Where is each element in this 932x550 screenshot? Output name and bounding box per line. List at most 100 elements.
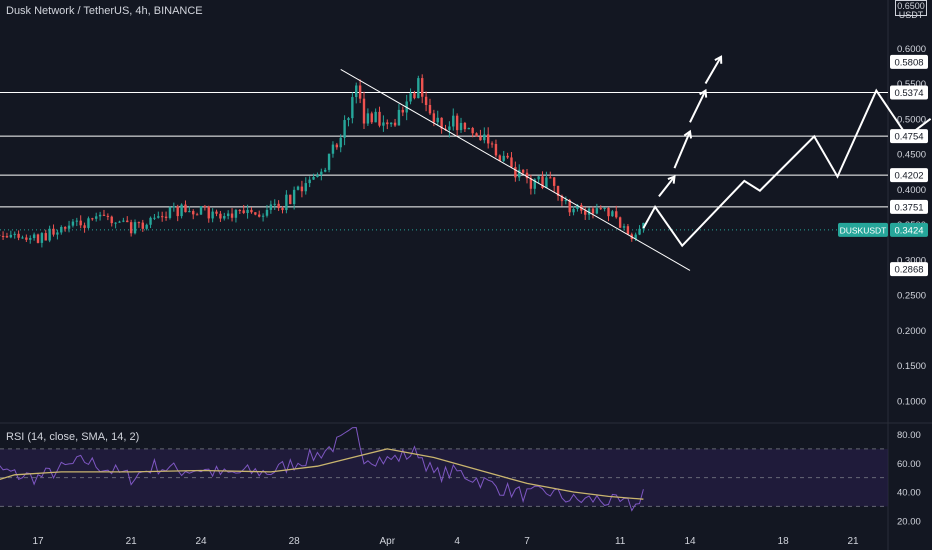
candle-body	[506, 155, 509, 158]
candle-body	[83, 225, 86, 228]
candle-body	[638, 228, 641, 235]
candle-body	[63, 227, 67, 229]
candle-body	[254, 212, 257, 215]
candle-body	[32, 234, 36, 239]
candle-body	[226, 213, 230, 217]
candle-body	[25, 237, 28, 240]
candle-body	[67, 225, 71, 229]
candle-body	[176, 206, 179, 217]
level-price-tag	[890, 262, 928, 277]
candle-body	[304, 183, 307, 192]
time-tick-label: Apr	[380, 536, 396, 547]
level-price-label: 0.3751	[894, 202, 923, 213]
candle-body	[129, 222, 133, 234]
rsi-ma-line	[0, 448, 644, 500]
candle-body	[17, 233, 20, 238]
candle-body	[292, 189, 296, 205]
candle-body	[234, 210, 238, 218]
rsi-line	[0, 426, 644, 512]
price-tick-label: 0.4000	[897, 185, 926, 196]
candle-body	[584, 210, 587, 215]
candle-body	[223, 216, 226, 219]
rsi-tick-label: 20.00	[897, 516, 921, 527]
candle-body	[211, 211, 214, 219]
candle-body	[607, 207, 610, 217]
time-tick-label: 17	[32, 536, 44, 547]
price-tick-label: 0.2500	[897, 291, 926, 302]
candle-body	[370, 113, 373, 123]
candle-body	[382, 122, 385, 126]
candle-body	[60, 227, 63, 233]
candle-body	[417, 78, 420, 99]
price-axis[interactable]: 0.60000.55000.50000.45000.40000.35000.30…	[838, 44, 928, 408]
candle-body	[378, 111, 381, 126]
candle-body	[486, 134, 490, 144]
candle-body	[409, 93, 412, 102]
candle-body	[518, 169, 521, 178]
rsi-axis: 80.00 60.00 40.00 20.00	[897, 430, 921, 527]
candle-body	[386, 122, 389, 125]
candle-body	[149, 217, 152, 225]
candle-body	[98, 214, 102, 217]
candle-body	[452, 115, 455, 127]
candle-body	[273, 203, 276, 205]
ticker-label: DUSKUSDT	[840, 225, 887, 235]
time-tick-label: 21	[847, 536, 859, 547]
arrow-head	[683, 129, 693, 139]
candlesticks	[0, 74, 645, 248]
current-price-label: 0.3424	[894, 225, 923, 236]
candle-body	[95, 216, 98, 219]
candle-body	[308, 179, 311, 184]
horizontal-levels[interactable]	[0, 91, 888, 231]
chart-title: Dusk Network / TetherUS, 4h, BINANCE	[6, 5, 203, 17]
candle-body	[490, 143, 494, 145]
candle-body	[207, 206, 210, 219]
candle-body	[351, 97, 354, 119]
candle-body	[258, 214, 261, 217]
candle-body	[498, 155, 502, 161]
time-axis[interactable]: 17 21 24 28 Apr 4 7 11 14 18 21	[32, 536, 859, 547]
candle-body	[118, 221, 121, 223]
annotations[interactable]	[340, 55, 932, 271]
candle-body	[133, 222, 137, 234]
candle-body	[122, 220, 125, 222]
level-price-tag	[890, 168, 928, 183]
candle-body	[475, 133, 478, 137]
price-tick-label: 0.6000	[897, 44, 926, 55]
candle-body	[642, 222, 645, 229]
price-tick-label: 0.5500	[897, 79, 926, 90]
breakout-arrow	[689, 90, 707, 123]
candle-body	[157, 216, 160, 218]
candle-body	[611, 211, 614, 217]
candle-body	[29, 238, 32, 240]
candle-body	[13, 233, 16, 235]
time-tick-label: 18	[778, 536, 790, 547]
candle-body	[467, 128, 470, 130]
price-tick-label: 0.1500	[897, 361, 926, 372]
level-price-tag	[890, 129, 928, 144]
candle-body	[595, 208, 599, 214]
candle-body	[615, 211, 618, 218]
axis-unit-top: 0.6500	[897, 1, 925, 11]
candle-body	[525, 172, 529, 179]
candle-body	[9, 234, 13, 238]
candle-body	[541, 176, 544, 189]
candle-body	[277, 203, 280, 209]
candle-body	[102, 214, 106, 216]
candle-body	[572, 208, 575, 213]
axis-unit-currency: USDT	[898, 10, 924, 20]
candle-body	[195, 214, 199, 216]
time-tick-label: 28	[289, 536, 301, 547]
candle-body	[549, 177, 552, 179]
candle-body	[71, 221, 75, 226]
candle-body	[56, 232, 59, 235]
candle-body	[160, 216, 164, 218]
arrow-head	[699, 88, 708, 98]
candle-body	[199, 206, 203, 215]
candle-body	[296, 186, 300, 190]
candle-body	[436, 117, 439, 123]
projection-path	[642, 88, 932, 248]
current-price-tag	[890, 222, 928, 237]
candle-body	[106, 215, 110, 217]
